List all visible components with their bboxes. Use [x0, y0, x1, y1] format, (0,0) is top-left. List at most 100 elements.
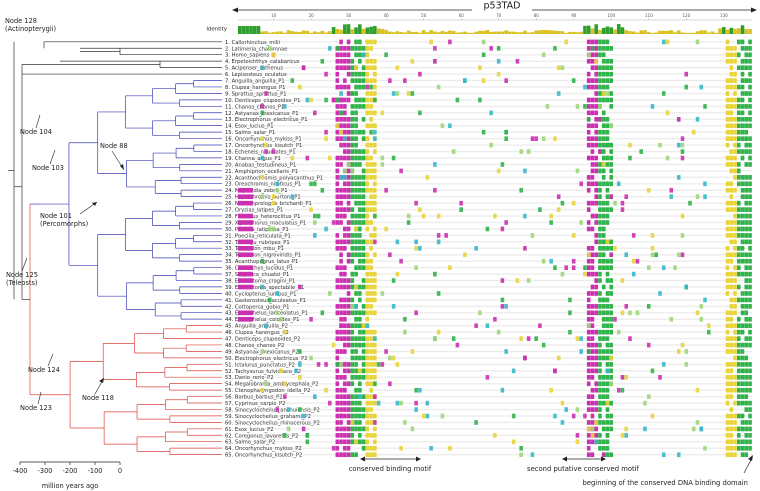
axis-tick-label: -100 — [88, 467, 103, 475]
taxon-label: 50. Electrophorus_electricus_P2 — [225, 356, 308, 362]
identity-bar — [616, 24, 621, 34]
taxon-label: 48. Chanos_chanos_P2 — [225, 343, 284, 349]
taxon-label: 64. Oncorhynchus_mykiss_P2 — [225, 446, 302, 452]
alignment-row — [238, 291, 752, 296]
alignment-row — [238, 142, 752, 148]
identity-bar — [339, 29, 343, 34]
node-label-101: Node 101 — [40, 212, 72, 220]
taxon-label: 24. Maylandia_zebra_P1 — [225, 188, 288, 194]
identity-bar — [575, 32, 580, 34]
identity-bar — [710, 31, 715, 34]
identity-bar — [249, 26, 253, 34]
identity-bar — [440, 31, 445, 34]
alignment-row — [238, 381, 752, 387]
identity-bar — [639, 30, 644, 34]
identity-bar — [658, 30, 662, 34]
identity-bar — [328, 31, 332, 34]
axis-tick-label: -400 — [13, 467, 28, 475]
axis-tick-label: -300 — [38, 467, 53, 475]
identity-bar — [406, 30, 411, 34]
alignment-row — [238, 117, 752, 122]
identity-bar — [451, 30, 456, 34]
identity-bar — [721, 27, 726, 34]
second-motif-label: second putative conserved motif — [527, 465, 640, 473]
identity-bar — [519, 32, 523, 34]
identity-bar — [748, 29, 752, 34]
alignment-row — [238, 149, 752, 154]
node-labels: Node 128 (Actinopterygii) Node 104 Node … — [5, 17, 128, 412]
taxon-label: 54. Megalobrama_amblycephala_P2 — [225, 382, 319, 388]
identity-bar — [706, 32, 711, 34]
alignment-row — [238, 413, 752, 419]
axis-label: million years ago — [42, 482, 99, 490]
identity-bar — [646, 32, 651, 34]
taxon-label: 10. Denticeps_clupeoides_P1 — [225, 98, 300, 104]
identity-bar — [665, 30, 670, 34]
identity-bar — [511, 31, 516, 34]
identity-bar — [661, 30, 666, 34]
alignment-row — [238, 129, 752, 135]
identity-bar — [388, 31, 392, 34]
alignment-row — [238, 304, 752, 309]
identity-bar — [538, 30, 542, 34]
identity-bar — [560, 31, 565, 34]
taxon-label: 15. Salmo_salar_P1 — [225, 130, 275, 136]
identity-bar — [564, 32, 568, 34]
alignment-row — [238, 316, 752, 322]
identity-bar — [373, 25, 377, 34]
identity-bar — [470, 32, 475, 34]
identity-bar — [275, 31, 280, 34]
identity-bar — [676, 30, 681, 34]
taxon-label: 53. Danio_rerio_P2 — [225, 375, 274, 381]
identity-bar — [358, 24, 362, 34]
identity-bar — [268, 32, 272, 34]
taxon-label: 41. Gasterosteus_aculeatus_P1 — [225, 298, 306, 304]
identity-bar — [320, 30, 325, 34]
alignment-row — [238, 407, 752, 412]
identity-bar — [331, 27, 336, 34]
alignment-row — [238, 110, 752, 116]
identity-bar — [361, 28, 366, 34]
ruler-tick-label: 80 — [534, 13, 540, 18]
identity-bar — [695, 31, 700, 34]
alignment-row — [238, 213, 752, 219]
taxon-label: 63. Salmo_salar_P2 — [225, 440, 275, 446]
alignment-row — [238, 155, 752, 161]
taxon-label: 30. Poecilia_latipinna_P1 — [225, 227, 289, 233]
taxon-label: 39. Etheostoma_spectabile_P1 — [225, 285, 304, 291]
taxon-label: 45. Anguilla_anguilla_P2 — [225, 324, 288, 330]
taxon-label: 52. Tachysurus_fulvidraco_P2 — [225, 369, 301, 375]
conserved-binding-motif-label: conserved binding motif — [349, 465, 432, 473]
figure-title: p53TAD — [484, 1, 521, 12]
taxon-label: 43. Epinephelus_lanceolatus_P1 — [225, 311, 308, 317]
identity-bar — [714, 32, 719, 34]
identity-bar — [279, 31, 283, 34]
taxon-label: 29. Xiphophorus_maculatus_P1 — [225, 220, 306, 226]
identity-bar — [298, 32, 302, 34]
taxon-label: 33. Tetraodon_mbu_P1 — [225, 246, 284, 252]
node-label-104: Node 104 — [20, 128, 52, 136]
alignment-row — [238, 246, 752, 251]
identity-bar — [350, 29, 355, 34]
taxon-label: 36. Collichthys_lucidus_P1 — [225, 266, 293, 272]
node-label-128: Node 128 — [5, 17, 37, 25]
alignment-row — [238, 52, 752, 58]
node-label-123: Node 123 — [20, 404, 52, 412]
identity-bar — [376, 28, 381, 34]
identity-bar — [549, 30, 553, 34]
alignment-row — [238, 220, 752, 225]
alignment-row — [238, 329, 752, 335]
identity-bar — [429, 30, 433, 34]
alignment-row — [238, 349, 752, 354]
identity-bar — [744, 29, 749, 34]
alignment-row — [238, 433, 752, 438]
identity-bar — [583, 25, 587, 34]
identity-bar — [635, 32, 640, 34]
identity-bar — [654, 32, 659, 34]
taxon-label: 58. Sinocyclocheilus_anshuiensis_P2 — [225, 407, 320, 413]
identity-bar — [399, 31, 403, 34]
alignment-row — [238, 355, 752, 361]
ruler-tick-label: 30 — [346, 13, 352, 18]
taxon-label: 62. Coregonus_lavaretus_P2 — [225, 433, 298, 439]
identity-bar — [309, 32, 313, 34]
